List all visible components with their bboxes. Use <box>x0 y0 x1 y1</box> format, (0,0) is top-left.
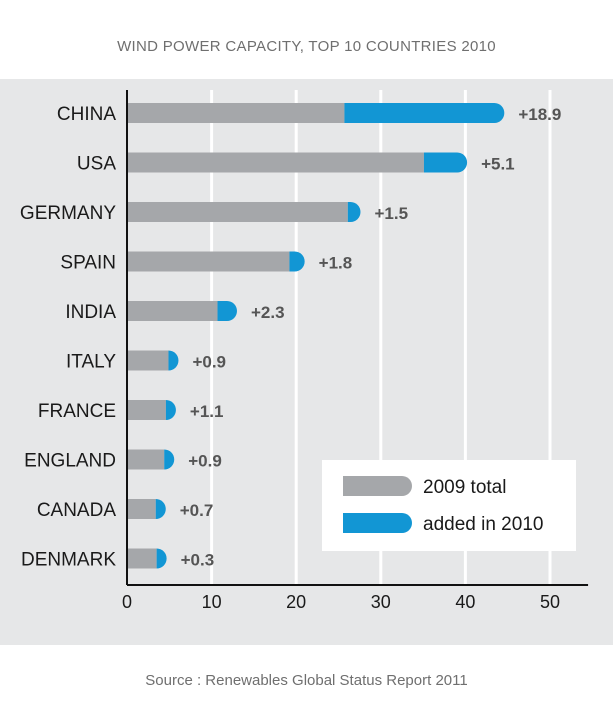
category-label: USA <box>77 154 116 175</box>
category-label: GERMANY <box>20 203 116 224</box>
category-label: INDIA <box>65 302 116 323</box>
value-label: +5.1 <box>481 155 515 174</box>
x-tick-label: 40 <box>455 592 475 612</box>
bar-2009-total <box>127 202 348 222</box>
bar-added-2010 <box>168 350 179 371</box>
category-label: SPAIN <box>60 253 116 274</box>
value-label: +18.9 <box>518 105 561 124</box>
value-label: +1.5 <box>374 204 408 223</box>
legend-label: added in 2010 <box>423 514 543 535</box>
x-tick-label: 30 <box>371 592 391 612</box>
category-label: ITALY <box>66 352 116 373</box>
value-label: +1.1 <box>190 402 224 421</box>
category-label: ENGLAND <box>24 451 116 472</box>
bar-2009-total <box>127 449 165 470</box>
bar-2009-total <box>127 548 157 569</box>
value-label: +0.3 <box>181 551 215 570</box>
x-tick-label: 20 <box>286 592 306 612</box>
bar-2009-total <box>127 350 169 371</box>
bar-2009-total <box>127 499 156 519</box>
bar-2009-total <box>127 103 345 123</box>
x-tick-label: 0 <box>122 592 132 612</box>
bar-added-2010 <box>217 301 237 321</box>
chart-title: WIND POWER CAPACITY, TOP 10 COUNTRIES 20… <box>117 38 496 55</box>
legend-swatch <box>343 513 412 533</box>
value-label: +0.9 <box>188 452 222 471</box>
bar-added-2010 <box>347 202 361 222</box>
value-label: +0.7 <box>180 501 214 520</box>
x-tick-label: 10 <box>202 592 222 612</box>
chart-source: Source : Renewables Global Status Report… <box>145 672 468 689</box>
category-label: CANADA <box>37 500 117 521</box>
legend-swatch <box>343 476 412 496</box>
bar-added-2010 <box>164 449 175 470</box>
x-tick-label: 50 <box>540 592 560 612</box>
category-label: CHINA <box>57 104 116 125</box>
value-label: +2.3 <box>251 303 285 322</box>
bar-2009-total <box>127 251 290 272</box>
bar-added-2010 <box>423 152 468 173</box>
bar-2009-total <box>127 301 218 321</box>
bar-added-2010 <box>155 499 166 519</box>
bar-added-2010 <box>156 548 167 569</box>
bar-added-2010 <box>165 400 176 420</box>
value-label: +1.8 <box>319 254 353 273</box>
category-label: DENMARK <box>21 550 116 571</box>
bar-2009-total <box>127 152 424 173</box>
legend-label: 2009 total <box>423 477 506 498</box>
bar-added-2010 <box>344 103 505 123</box>
value-label: +0.9 <box>192 353 226 372</box>
category-label: FRANCE <box>38 401 116 422</box>
bar-2009-total <box>127 400 166 420</box>
legend-box <box>322 460 576 551</box>
legend: 2009 total added in 2010 <box>322 460 576 551</box>
bar-added-2010 <box>289 251 305 272</box>
